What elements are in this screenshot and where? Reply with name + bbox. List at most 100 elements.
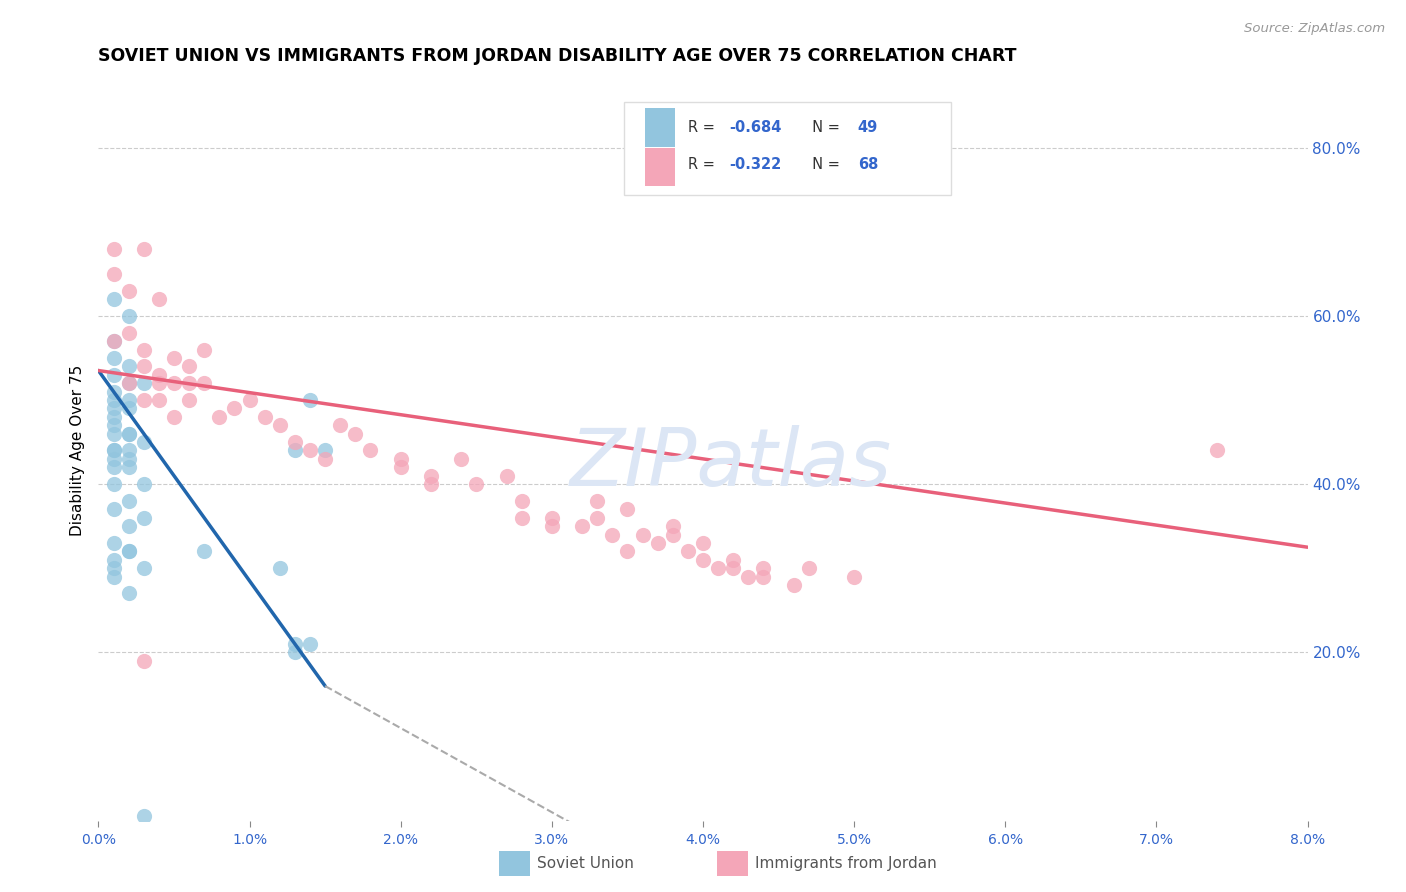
Point bbox=[420, 477, 443, 491]
Point bbox=[495, 468, 517, 483]
Point bbox=[253, 409, 276, 424]
Point bbox=[118, 326, 141, 340]
Point bbox=[723, 553, 745, 567]
Point bbox=[586, 510, 609, 524]
Point bbox=[224, 401, 246, 416]
Text: ZIPatlas: ZIPatlas bbox=[569, 425, 893, 503]
Point bbox=[676, 544, 699, 558]
Point bbox=[723, 561, 745, 575]
Point bbox=[132, 510, 155, 524]
Point bbox=[314, 443, 336, 458]
Point bbox=[284, 637, 307, 651]
Point bbox=[103, 569, 125, 583]
Point bbox=[510, 494, 533, 508]
Point bbox=[299, 637, 322, 651]
Point bbox=[103, 477, 125, 491]
Point bbox=[179, 392, 201, 407]
Point bbox=[299, 443, 322, 458]
Point bbox=[284, 443, 307, 458]
Point bbox=[118, 376, 141, 391]
Point bbox=[118, 443, 141, 458]
Point bbox=[118, 401, 141, 416]
Point bbox=[692, 553, 714, 567]
FancyBboxPatch shape bbox=[624, 103, 950, 195]
Point bbox=[510, 510, 533, 524]
Point bbox=[1206, 443, 1229, 458]
Bar bbox=[645, 148, 675, 186]
Point bbox=[132, 477, 155, 491]
Point bbox=[103, 292, 125, 306]
Text: 49: 49 bbox=[858, 120, 877, 135]
Point bbox=[163, 409, 186, 424]
Point bbox=[132, 343, 155, 357]
Text: R =: R = bbox=[689, 120, 720, 135]
Point bbox=[103, 267, 125, 281]
Point bbox=[239, 392, 262, 407]
Bar bbox=[645, 109, 675, 147]
Point bbox=[179, 359, 201, 374]
Point bbox=[103, 242, 125, 256]
Point bbox=[148, 392, 170, 407]
Y-axis label: Disability Age Over 75: Disability Age Over 75 bbox=[70, 365, 86, 536]
Point bbox=[118, 392, 141, 407]
Point bbox=[118, 376, 141, 391]
Point bbox=[314, 451, 336, 466]
Point bbox=[163, 351, 186, 365]
Text: N =: N = bbox=[803, 156, 845, 171]
Point bbox=[284, 645, 307, 659]
Point bbox=[118, 460, 141, 475]
Point bbox=[329, 418, 352, 433]
Point bbox=[616, 502, 638, 516]
Point bbox=[269, 561, 291, 575]
Point bbox=[797, 561, 820, 575]
Point bbox=[103, 443, 125, 458]
Text: R =: R = bbox=[689, 156, 720, 171]
Point bbox=[103, 502, 125, 516]
Point bbox=[103, 426, 125, 441]
Text: N =: N = bbox=[803, 120, 845, 135]
Point bbox=[616, 544, 638, 558]
Point bbox=[450, 451, 472, 466]
Point bbox=[132, 654, 155, 668]
Point bbox=[103, 418, 125, 433]
Text: -0.684: -0.684 bbox=[730, 120, 782, 135]
Point bbox=[118, 451, 141, 466]
Point bbox=[299, 392, 322, 407]
Point bbox=[148, 368, 170, 382]
Text: -0.322: -0.322 bbox=[730, 156, 782, 171]
Point bbox=[132, 242, 155, 256]
Point bbox=[540, 510, 562, 524]
Point bbox=[103, 368, 125, 382]
Point bbox=[103, 401, 125, 416]
Point bbox=[193, 376, 215, 391]
Point bbox=[661, 527, 683, 541]
Point bbox=[132, 359, 155, 374]
Point bbox=[269, 418, 291, 433]
Point bbox=[103, 334, 125, 348]
Point bbox=[118, 519, 141, 533]
Point bbox=[389, 460, 412, 475]
Point bbox=[103, 409, 125, 424]
Point bbox=[132, 376, 155, 391]
Point bbox=[103, 334, 125, 348]
Point bbox=[571, 519, 593, 533]
Point bbox=[631, 527, 654, 541]
Point bbox=[420, 468, 443, 483]
Point bbox=[193, 544, 215, 558]
Point bbox=[103, 460, 125, 475]
Point bbox=[118, 544, 141, 558]
Text: SOVIET UNION VS IMMIGRANTS FROM JORDAN DISABILITY AGE OVER 75 CORRELATION CHART: SOVIET UNION VS IMMIGRANTS FROM JORDAN D… bbox=[98, 47, 1017, 65]
Point bbox=[118, 284, 141, 298]
Point bbox=[103, 392, 125, 407]
Text: Source: ZipAtlas.com: Source: ZipAtlas.com bbox=[1244, 22, 1385, 36]
Point bbox=[118, 544, 141, 558]
Text: Immigrants from Jordan: Immigrants from Jordan bbox=[755, 856, 936, 871]
Point bbox=[179, 376, 201, 391]
Point bbox=[132, 809, 155, 823]
Point bbox=[103, 443, 125, 458]
Point bbox=[844, 569, 866, 583]
Point bbox=[103, 553, 125, 567]
Point bbox=[103, 561, 125, 575]
Point bbox=[752, 561, 775, 575]
Point bbox=[132, 392, 155, 407]
